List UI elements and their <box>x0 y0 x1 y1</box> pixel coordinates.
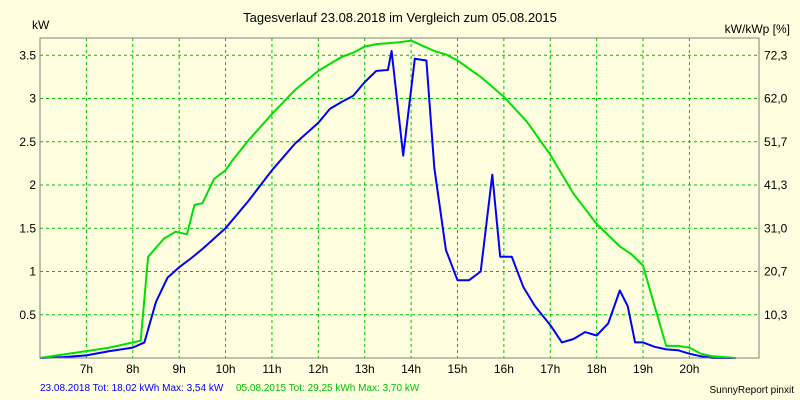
y-tick-labels: 0.5 1 1.5 2 2.5 3 3.5 <box>19 48 36 321</box>
x-tick-label: 19h <box>633 362 653 376</box>
x-tick-label: 11h <box>262 362 281 376</box>
x-tick-label: 20h <box>679 362 699 376</box>
x-tick-label: 16h <box>494 362 514 376</box>
y-tick-label: 2.5 <box>19 135 36 149</box>
y-tick-label: 1.5 <box>19 221 36 235</box>
y2-tick-label: 72,3 <box>764 48 788 62</box>
y2-tick-label: 51,7 <box>764 135 788 149</box>
y-tick-label: 3.5 <box>19 48 36 62</box>
y2-tick-label: 41,3 <box>764 178 788 192</box>
x-tick-label: 18h <box>587 362 607 376</box>
y2-tick-label: 20,7 <box>764 265 788 279</box>
plot-frame <box>39 37 760 359</box>
chart-title: Tagesverlauf 23.08.2018 im Vergleich zum… <box>243 10 557 25</box>
x-tick-labels: 7h 8h 9h 10h 11h 12h 13h 14h 15h 16h 17h 18h 19h 20h <box>80 362 700 376</box>
series-line-1 <box>39 50 736 359</box>
x-tick-label: 10h <box>216 362 236 376</box>
x-tick-label: 7h <box>80 362 93 376</box>
y2-tick-label: 31,0 <box>764 221 788 235</box>
footer-summary-2015: 05.08.2015 Tot: 29,25 kWh Max: 3,70 kW <box>236 383 420 394</box>
x-tick-label: 9h <box>172 362 185 376</box>
series-lines <box>39 39 736 359</box>
y-axis-label-right: kW/kWp [%] <box>724 22 790 36</box>
footer-summary-2018: 23.08.2018 Tot: 18,02 kWh Max: 3,54 kW <box>40 383 224 394</box>
y-axis-label-left: kW <box>32 18 50 32</box>
x-tick-label: 12h <box>308 362 328 376</box>
x-tick-label: 17h <box>540 362 560 376</box>
x-tick-label: 14h <box>401 362 421 376</box>
x-tick-label: 8h <box>126 362 139 376</box>
y-tick-label: 1 <box>29 265 36 279</box>
y-tick-label: 0.5 <box>19 308 36 322</box>
grid-lines <box>40 38 759 358</box>
y-tick-label: 3 <box>29 92 36 106</box>
series-line-2 <box>39 39 736 359</box>
x-tick-label: 15h <box>447 362 467 376</box>
y2-tick-label: 10,3 <box>764 308 788 322</box>
footer-credit: SunnyReport pinxit <box>709 385 795 396</box>
y2-tick-labels: 10,3 20,7 31,0 41,3 51,7 62,0 72,3 <box>764 48 788 321</box>
y-tick-label: 2 <box>29 178 36 192</box>
y2-tick-label: 62,0 <box>764 92 788 106</box>
x-tick-label: 13h <box>355 362 375 376</box>
